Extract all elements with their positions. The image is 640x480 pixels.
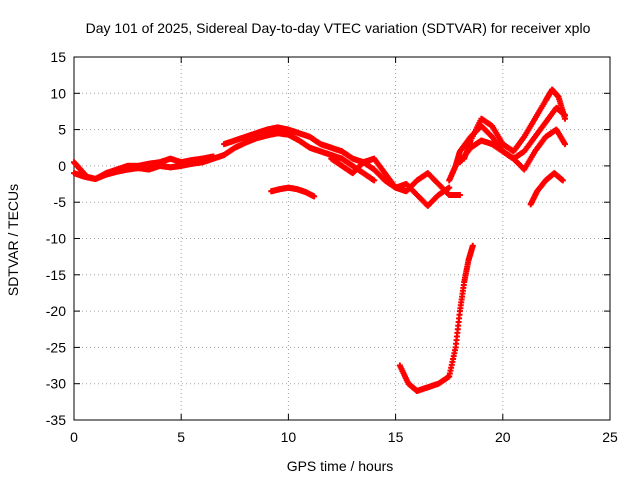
x-tick-label: 0 (70, 429, 78, 445)
data-point (446, 184, 453, 191)
y-axis: 15 10 5 0 -5 -10 -15 -20 -25 -30 -35 (46, 49, 610, 428)
y-tick-label: 10 (50, 85, 66, 101)
y-tick-label: -5 (54, 194, 67, 210)
y-tick-label: -25 (46, 339, 66, 355)
y-tick-label: 5 (58, 122, 66, 138)
series-track-j (527, 170, 566, 208)
x-tick-label: 15 (388, 429, 404, 445)
x-tick-label: 25 (602, 429, 618, 445)
series-track-h (461, 86, 568, 162)
y-tick-label: -15 (46, 267, 66, 283)
series-track-f (396, 242, 476, 394)
x-axis: 0 5 10 15 20 25 (70, 57, 618, 445)
y-tick-label: -35 (46, 412, 66, 428)
data-point (311, 193, 318, 200)
series-track-d (328, 155, 453, 209)
data-point (561, 115, 568, 122)
data-point (371, 177, 378, 184)
series-track-i (456, 126, 568, 173)
data-points (71, 86, 568, 394)
y-tick-label: -10 (46, 231, 66, 247)
y-axis-label: SDTVAR / TECUs (5, 184, 21, 296)
chart-title: Day 101 of 2025, Sidereal Day-to-day VTE… (86, 20, 591, 36)
y-tick-label: 15 (50, 49, 66, 65)
data-point (559, 177, 566, 184)
y-tick-label: -20 (46, 303, 66, 319)
data-point (456, 191, 463, 198)
x-tick-label: 5 (177, 429, 185, 445)
data-point (469, 242, 476, 249)
grid (74, 57, 610, 420)
data-point (561, 141, 568, 148)
series-track-e (268, 184, 318, 200)
series-track-c (221, 124, 463, 198)
x-tick-label: 20 (495, 429, 511, 445)
y-tick-label: -30 (46, 376, 66, 392)
data-point (210, 153, 217, 160)
series-track-b (71, 153, 217, 182)
y-tick-label: 0 (58, 158, 66, 174)
x-axis-label: GPS time / hours (287, 458, 394, 474)
x-tick-label: 10 (281, 429, 297, 445)
